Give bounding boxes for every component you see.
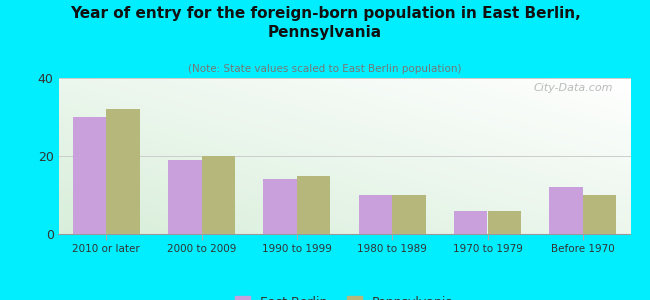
Bar (583, 195, 616, 234)
Bar (392, 195, 426, 234)
Legend: East Berlin, Pennsylvania: East Berlin, Pennsylvania (235, 296, 454, 300)
Text: Year of entry for the foreign-born population in East Berlin,
Pennsylvania: Year of entry for the foreign-born popul… (70, 6, 580, 40)
Bar (297, 176, 330, 234)
Bar (359, 195, 392, 234)
Bar (549, 187, 583, 234)
Bar (168, 160, 202, 234)
Bar (488, 211, 521, 234)
Bar (454, 211, 488, 234)
Text: (Note: State values scaled to East Berlin population): (Note: State values scaled to East Berli… (188, 64, 462, 74)
Text: City-Data.com: City-Data.com (534, 83, 614, 93)
Bar (106, 109, 140, 234)
Bar (202, 156, 235, 234)
Bar (263, 179, 297, 234)
Bar (73, 117, 106, 234)
